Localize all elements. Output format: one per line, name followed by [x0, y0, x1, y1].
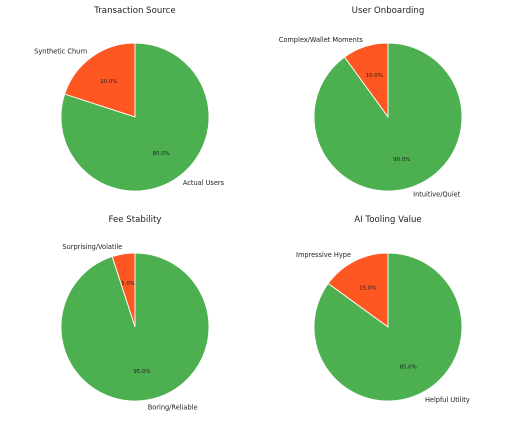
chart-1-slice-2 [60, 42, 210, 192]
chart-2-slice-2-label: Intuitive/Quiet [413, 191, 461, 199]
chart-2-slice-1-label: Complex/Wallet Moments [279, 36, 364, 44]
chart-4-title: AI Tooling Value [354, 215, 421, 225]
chart-1-slice-1-percent: 20.0% [100, 79, 117, 85]
chart-4-slice-1-label: Impressive Hype [296, 251, 351, 259]
chart-3-slice-1-label: Surprising/Volatile [62, 243, 122, 251]
chart-1-slice-2-label: Actual Users [183, 179, 225, 187]
chart-1-title: Transaction Source [93, 6, 175, 16]
chart-2-slice-2 [313, 42, 463, 192]
chart-4-slice-2 [313, 252, 463, 402]
chart-4-slice-1-percent: 15.0% [359, 285, 376, 291]
chart-1-slice-2-percent: 80.0% [153, 151, 170, 157]
chart-3-slice-1-percent: 5.0% [121, 281, 135, 287]
chart-4-slice-2-percent: 85.0% [400, 365, 417, 371]
chart-3-title: Fee Stability [109, 215, 162, 225]
chart-2-slice-2-percent: 90.0% [393, 157, 410, 163]
chart-4-slice-2-label: Helpful Utility [425, 396, 470, 404]
chart-3-slice-2-label: Boring/Reliable [148, 404, 198, 412]
chart-2-title: User Onboarding [352, 6, 425, 16]
chart-3-slice-2 [60, 252, 210, 402]
chart-3-slice-2-percent: 95.0% [133, 369, 150, 375]
chart-2-slice-1-percent: 10.0% [366, 73, 383, 79]
chart-4-slice-1 [327, 252, 389, 328]
chart-1-slice-1 [64, 42, 136, 118]
chart-1-slice-1-label: Synthetic Churn [34, 47, 87, 55]
